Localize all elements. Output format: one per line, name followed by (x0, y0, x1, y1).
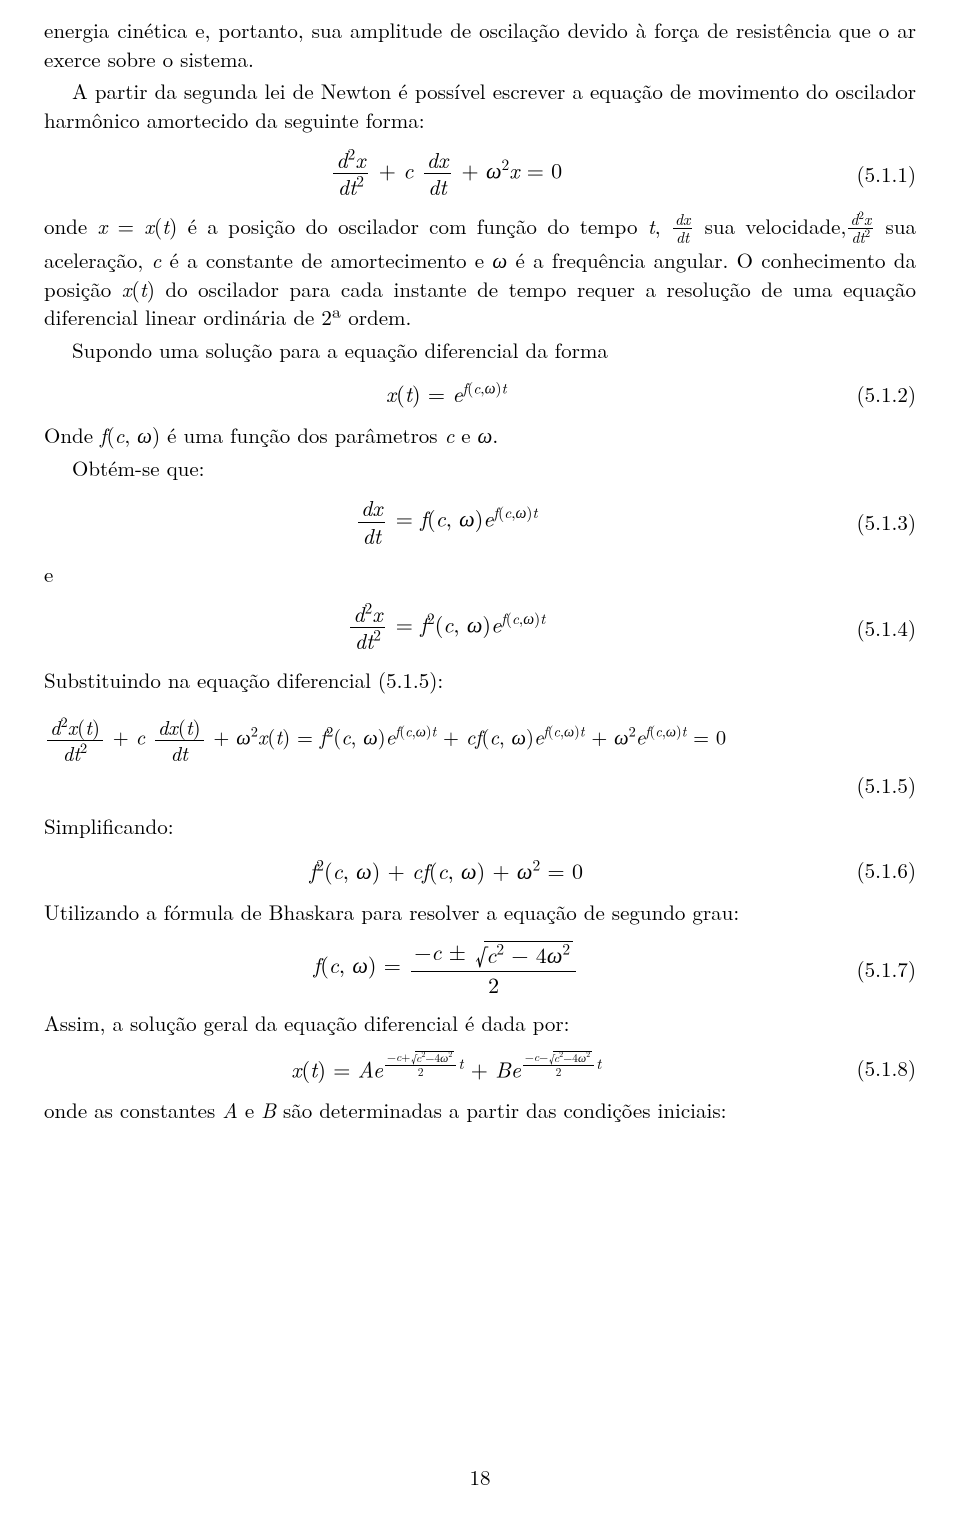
text-fragment: Onde (44, 420, 100, 450)
equation-5-1-2: x(t) = ef(c,ω)t (5.1.2) (44, 378, 916, 409)
equation-5-1-4: d2xdt2 = f2(c, ω)ef(c,ω)t (5.1.4) (44, 602, 916, 653)
equation-number: (5.1.7) (849, 954, 917, 984)
equation-number: (5.1.4) (849, 613, 917, 643)
equation-5-1-1: d2xdt2 + c dxdt + ω2x = 0 (5.1.1) (44, 148, 916, 199)
equation-number: (5.1.6) (848, 855, 916, 885)
paragraph-after-eq1: onde x = x(t) é a posição do oscilador c… (44, 212, 916, 332)
text-fragment: e (454, 420, 477, 450)
paragraph-constantes: onde as constantes A e B são determinada… (44, 1096, 916, 1125)
text-fragment: são determinadas a partir das condições … (276, 1095, 727, 1125)
text-fragment: é a posição do oscilador com função do t… (177, 211, 647, 241)
equation-number: (5.1.2) (849, 379, 917, 409)
paragraph-substituindo: Substituindo na equação diferencial (5.1… (44, 666, 916, 695)
paragraph-intro-2: A partir da segunda lei de Newton é poss… (44, 77, 916, 134)
paragraph-bhaskara: Utilizando a fórmula de Bhaskara para re… (44, 898, 916, 927)
text-fragment: é a constante de amortecimento e (161, 245, 492, 275)
equation-5-1-8: x(t) = Ae−c+√c2−4ω22t + Be−c−√c2−4ω22t (… (44, 1052, 916, 1084)
text-fragment: é uma função dos parâmetros (160, 420, 444, 450)
equation-number: (5.1.1) (848, 159, 916, 189)
equation-5-1-7: f(c, ω) = −c ± √c2 − 4ω2 2 (5.1.7) (44, 940, 916, 997)
equation-number: (5.1.8) (849, 1053, 917, 1083)
equation-5-1-6: f2(c, ω) + cf(c, ω) + ω2 = 0 (5.1.6) (44, 855, 916, 886)
page: energia cinética e, portanto, sua amplit… (0, 0, 960, 1518)
text-fragment: . (492, 420, 498, 450)
equation-5-1-3: dxdt = f(c, ω)ef(c,ω)t (5.1.3) (44, 496, 916, 547)
text-fragment: , (655, 211, 671, 241)
text-fragment: e (238, 1095, 261, 1125)
paragraph-simplificando: Simplificando: (44, 812, 916, 841)
text-fragment: do oscilador para cada instante de tempo… (44, 274, 916, 333)
paragraph-assim: Assim, a solução geral da equação difere… (44, 1009, 916, 1038)
equation-number: (5.1.3) (848, 507, 916, 537)
equation-number: (5.1.5) (848, 770, 916, 800)
text-fragment: onde as constantes (44, 1095, 222, 1125)
paragraph-intro-1: energia cinética e, portanto, sua amplit… (44, 16, 916, 73)
paragraph-obtem-se: Obtém-se que: (44, 454, 916, 483)
text-fragment: sua velocidade, (694, 211, 846, 241)
page-number: 18 (0, 1462, 960, 1492)
text-fragment: onde (44, 211, 98, 241)
equation-5-1-5: d2x(t)dt2 + c dx(t)dt + ω2x(t) = f2(c, ω… (44, 716, 916, 764)
equation-5-1-5-number-row: (5.1.5) (44, 770, 916, 800)
paragraph-onde-f: Onde f(c, ω) é uma função dos parâmetros… (44, 421, 916, 450)
paragraph-e: e (44, 560, 916, 589)
paragraph-supondo: Supondo uma solução para a equação difer… (44, 336, 916, 365)
